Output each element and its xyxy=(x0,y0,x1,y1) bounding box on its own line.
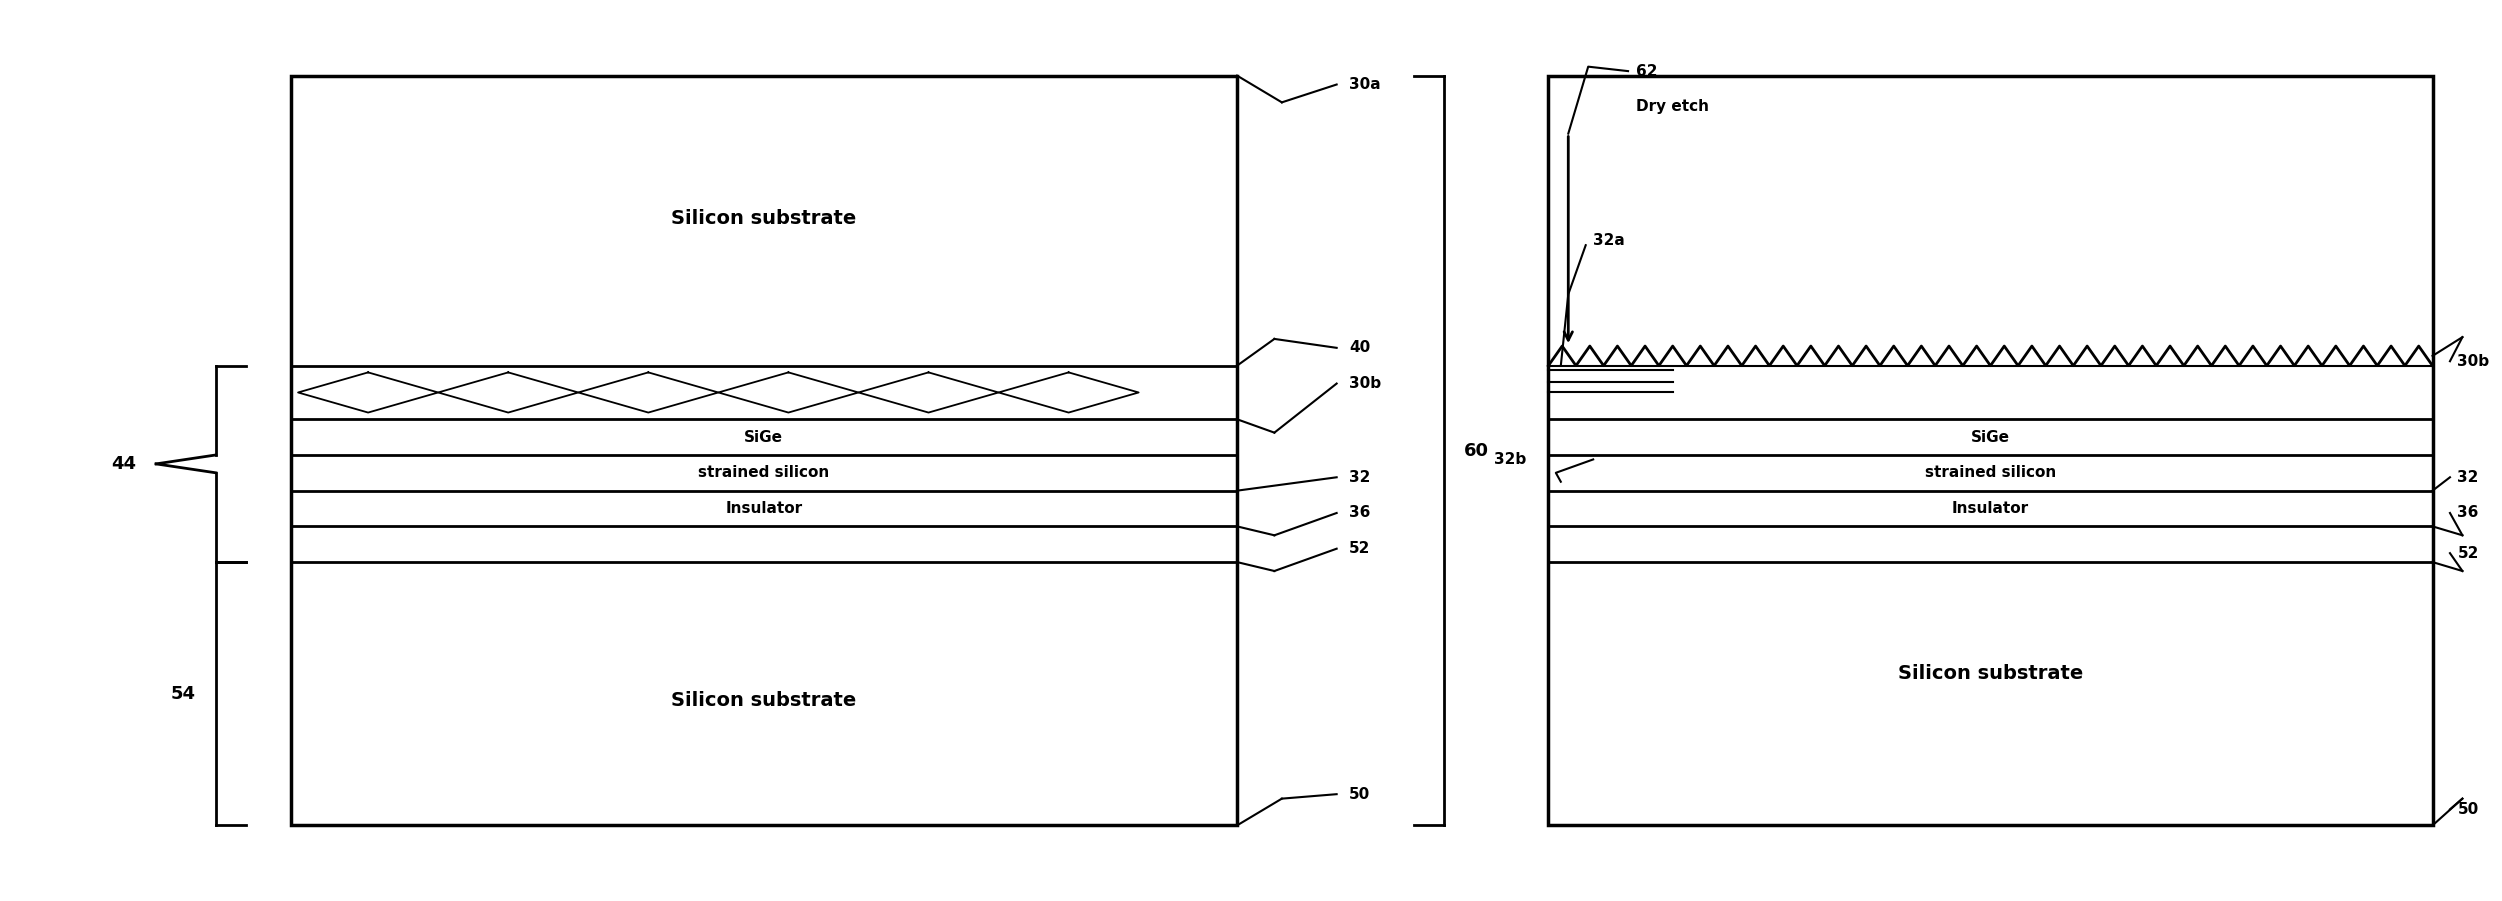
Text: Insulator: Insulator xyxy=(726,501,803,516)
Text: 32: 32 xyxy=(2457,469,2479,485)
Text: 62: 62 xyxy=(1636,64,1656,78)
Text: 52: 52 xyxy=(2457,546,2479,560)
Text: 52: 52 xyxy=(1349,542,1371,556)
Text: 50: 50 xyxy=(2457,802,2479,817)
Text: 36: 36 xyxy=(1349,505,1371,521)
Text: 44: 44 xyxy=(110,455,135,473)
Text: 32: 32 xyxy=(1349,469,1371,485)
Text: 32b: 32b xyxy=(1494,452,1526,467)
Text: 54: 54 xyxy=(170,685,195,703)
Bar xyxy=(290,76,1236,825)
Text: 36: 36 xyxy=(2457,505,2479,521)
Bar xyxy=(1549,76,2432,825)
Text: 30a: 30a xyxy=(1349,77,1381,92)
Text: Silicon substrate: Silicon substrate xyxy=(1899,664,2084,683)
Text: 60: 60 xyxy=(1464,441,1489,460)
Text: strained silicon: strained silicon xyxy=(1924,465,2057,480)
Text: SiGe: SiGe xyxy=(743,430,783,444)
Text: 32a: 32a xyxy=(1594,233,1624,248)
Text: Insulator: Insulator xyxy=(1952,501,2029,516)
Text: Silicon substrate: Silicon substrate xyxy=(671,691,856,710)
Text: Silicon substrate: Silicon substrate xyxy=(671,209,856,228)
Text: strained silicon: strained silicon xyxy=(698,465,831,480)
Text: 30b: 30b xyxy=(1349,376,1381,391)
Text: SiGe: SiGe xyxy=(1972,430,2009,444)
Text: 40: 40 xyxy=(1349,341,1371,355)
Text: 30b: 30b xyxy=(2457,354,2489,369)
Text: 50: 50 xyxy=(1349,787,1371,802)
Text: Dry etch: Dry etch xyxy=(1636,99,1709,114)
